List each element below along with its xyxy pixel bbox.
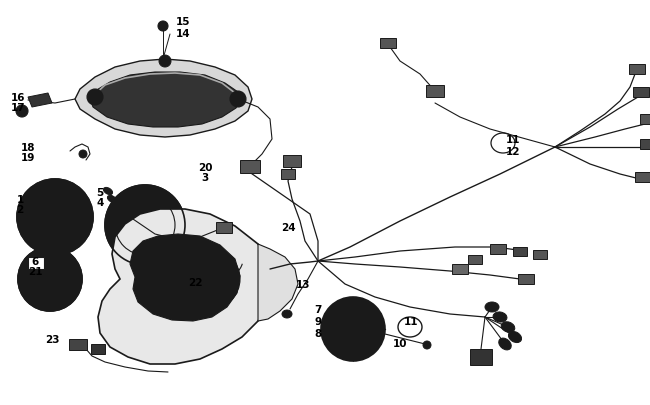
Circle shape: [321, 297, 385, 361]
Ellipse shape: [116, 212, 125, 219]
Text: 15: 15: [176, 17, 190, 27]
Circle shape: [331, 307, 375, 351]
Text: 7: 7: [315, 304, 322, 314]
Text: 1: 1: [16, 194, 23, 205]
FancyBboxPatch shape: [91, 344, 105, 354]
Circle shape: [180, 249, 240, 309]
Text: 6: 6: [31, 256, 38, 266]
FancyBboxPatch shape: [216, 222, 232, 233]
FancyBboxPatch shape: [426, 86, 444, 98]
FancyBboxPatch shape: [380, 39, 396, 49]
Circle shape: [186, 256, 234, 303]
FancyBboxPatch shape: [281, 170, 295, 179]
Circle shape: [138, 247, 198, 307]
Circle shape: [41, 203, 69, 231]
Text: 23: 23: [45, 334, 59, 344]
Text: 20: 20: [198, 162, 213, 173]
Circle shape: [159, 56, 171, 68]
Circle shape: [17, 179, 93, 256]
Polygon shape: [258, 244, 298, 321]
Text: 22: 22: [188, 277, 202, 287]
Polygon shape: [75, 60, 252, 138]
Circle shape: [33, 196, 77, 239]
FancyBboxPatch shape: [635, 173, 650, 183]
FancyBboxPatch shape: [468, 255, 482, 264]
Circle shape: [18, 247, 82, 311]
FancyBboxPatch shape: [452, 264, 468, 274]
Text: 9: 9: [315, 316, 322, 326]
Bar: [470, 349, 492, 365]
Circle shape: [158, 22, 168, 32]
FancyBboxPatch shape: [633, 88, 649, 98]
FancyBboxPatch shape: [69, 339, 87, 350]
Circle shape: [144, 254, 192, 301]
FancyBboxPatch shape: [640, 140, 650, 149]
Text: 11: 11: [506, 135, 520, 145]
Circle shape: [79, 151, 87, 159]
Polygon shape: [130, 234, 240, 321]
Text: 11: 11: [404, 316, 418, 326]
FancyBboxPatch shape: [640, 115, 650, 125]
Text: 16: 16: [11, 93, 25, 103]
Polygon shape: [28, 94, 52, 108]
FancyBboxPatch shape: [513, 247, 527, 256]
Ellipse shape: [103, 188, 112, 195]
Circle shape: [230, 92, 246, 108]
Circle shape: [87, 90, 103, 106]
Text: 21: 21: [28, 266, 42, 276]
Text: 10: 10: [393, 338, 408, 348]
FancyBboxPatch shape: [240, 160, 260, 173]
Text: 12: 12: [506, 147, 520, 157]
Circle shape: [341, 317, 365, 341]
Text: 18: 18: [21, 143, 35, 153]
FancyBboxPatch shape: [490, 244, 506, 254]
Text: 5: 5: [96, 188, 103, 198]
Text: 14: 14: [176, 29, 190, 39]
Text: 3: 3: [202, 173, 209, 183]
Text: 2: 2: [16, 205, 23, 215]
Text: 8: 8: [315, 328, 322, 338]
FancyBboxPatch shape: [533, 250, 547, 259]
Text: 19: 19: [21, 153, 35, 162]
Circle shape: [423, 341, 431, 349]
Circle shape: [105, 185, 185, 265]
Ellipse shape: [107, 196, 116, 203]
Ellipse shape: [499, 338, 512, 350]
Circle shape: [91, 94, 99, 102]
Polygon shape: [98, 209, 272, 364]
Circle shape: [234, 96, 242, 104]
Ellipse shape: [111, 204, 121, 211]
Bar: [28, 257, 44, 269]
Ellipse shape: [120, 204, 129, 211]
Circle shape: [16, 106, 28, 118]
Ellipse shape: [485, 302, 499, 312]
Text: 4: 4: [96, 198, 104, 207]
FancyBboxPatch shape: [518, 274, 534, 284]
Text: 17: 17: [10, 103, 25, 113]
Ellipse shape: [493, 312, 507, 322]
FancyBboxPatch shape: [283, 156, 301, 168]
Text: 24: 24: [281, 222, 295, 232]
Text: 13: 13: [296, 279, 310, 289]
Polygon shape: [90, 73, 240, 128]
Ellipse shape: [508, 332, 521, 343]
Ellipse shape: [282, 310, 292, 318]
FancyBboxPatch shape: [629, 65, 645, 75]
Ellipse shape: [501, 322, 515, 333]
